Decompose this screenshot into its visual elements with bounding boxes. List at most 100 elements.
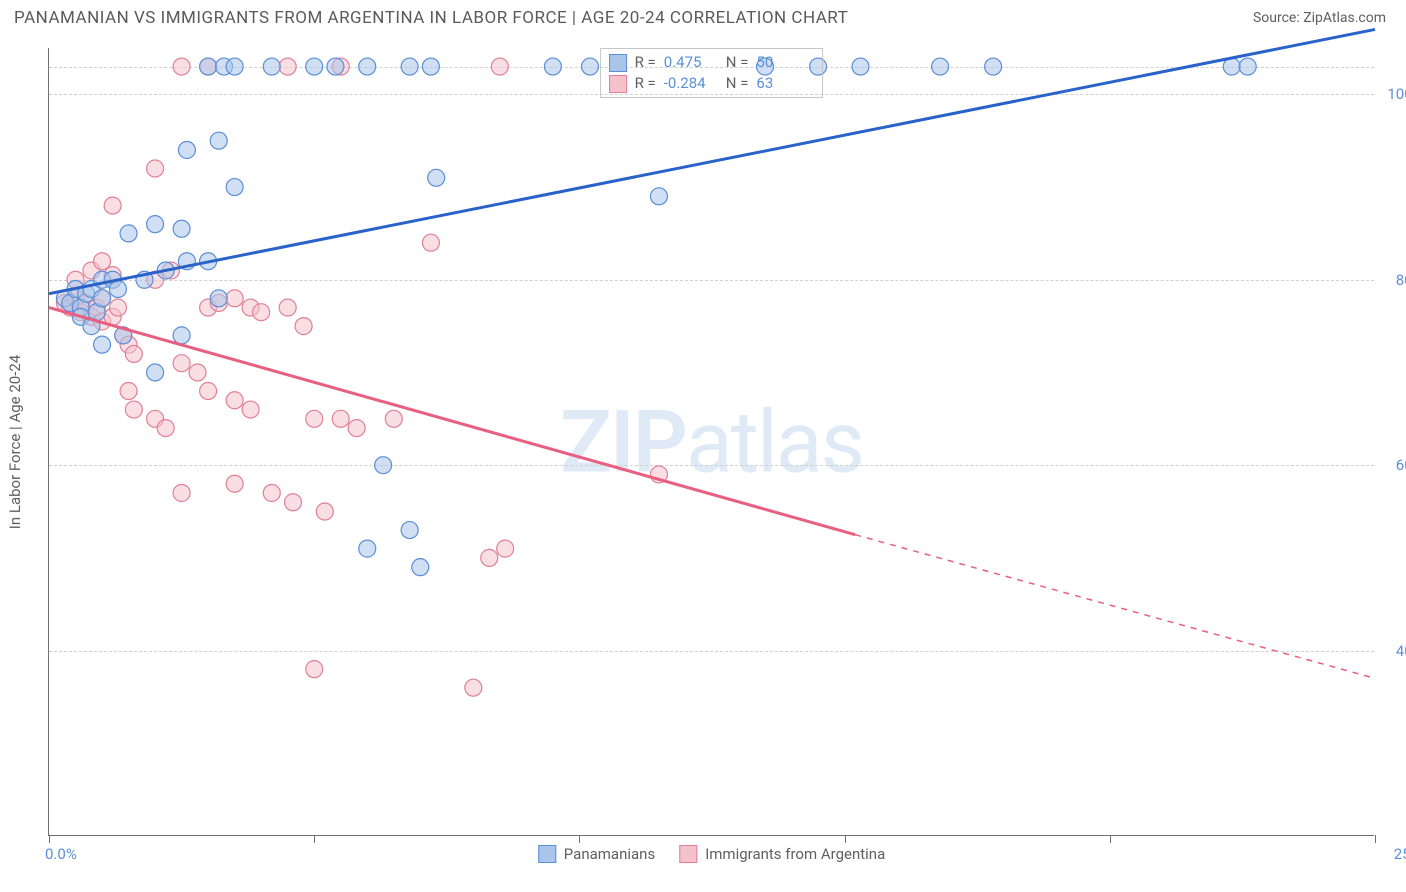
data-point: [157, 420, 174, 437]
y-axis-label: In Labor Force | Age 20-24: [6, 354, 24, 528]
data-point: [173, 484, 190, 501]
data-point: [125, 345, 142, 362]
n-value-a: 50: [756, 52, 810, 73]
data-point: [173, 220, 190, 237]
data-point: [226, 290, 243, 307]
data-point: [582, 58, 599, 75]
chart-title: PANAMANIAN VS IMMIGRANTS FROM ARGENTINA …: [14, 8, 848, 28]
scatter-plot-svg: [49, 48, 1374, 835]
data-point: [412, 559, 429, 576]
data-point: [295, 318, 312, 335]
y-tick-label: 40.0%: [1396, 642, 1406, 660]
data-point: [327, 58, 344, 75]
data-point: [178, 141, 195, 158]
data-point: [242, 401, 259, 418]
plot-area: In Labor Force | Age 20-24 ZIPatlas 40.0…: [48, 48, 1374, 836]
data-point: [226, 58, 243, 75]
data-point: [120, 225, 137, 242]
data-point: [306, 410, 323, 427]
data-point: [210, 290, 227, 307]
stats-row-series-a: R = 0.475 N = 50: [609, 52, 811, 73]
data-point: [497, 540, 514, 557]
data-point: [109, 299, 126, 316]
data-point: [173, 355, 190, 372]
r-label: R =: [635, 52, 656, 73]
n-label: N =: [726, 73, 749, 94]
n-value-b: 63: [756, 73, 810, 94]
x-tick: [579, 835, 580, 843]
data-point: [359, 540, 376, 557]
data-point: [422, 234, 439, 251]
data-point: [544, 58, 561, 75]
legend-item-b: Immigrants from Argentina: [679, 845, 885, 863]
data-point: [852, 58, 869, 75]
x-tick: [1110, 835, 1111, 843]
y-tick-label: 100.0%: [1387, 85, 1406, 103]
legend-label-a: Panamanians: [564, 845, 655, 863]
data-point: [481, 549, 498, 566]
data-point: [147, 216, 164, 233]
data-point: [375, 457, 392, 474]
data-point: [125, 401, 142, 418]
x-axis-max-label: 25.0%: [1394, 845, 1406, 863]
data-point: [147, 160, 164, 177]
data-point: [173, 327, 190, 344]
correlation-stats-box: R = 0.475 N = 50 R = -0.284 N = 63: [600, 48, 824, 98]
legend-swatch-b: [679, 845, 697, 863]
data-point: [422, 58, 439, 75]
data-point: [650, 188, 667, 205]
r-value-b: -0.284: [664, 73, 718, 94]
swatch-series-b: [609, 75, 627, 93]
data-point: [189, 364, 206, 381]
data-point: [385, 410, 402, 427]
data-point: [491, 58, 508, 75]
data-point: [147, 364, 164, 381]
data-point: [359, 58, 376, 75]
data-point: [332, 410, 349, 427]
data-point: [279, 58, 296, 75]
r-value-a: 0.475: [664, 52, 718, 73]
data-point: [200, 58, 217, 75]
x-tick: [49, 835, 50, 843]
data-point: [279, 299, 296, 316]
legend-item-a: Panamanians: [538, 845, 655, 863]
legend-label-b: Immigrants from Argentina: [705, 845, 885, 863]
x-tick: [314, 835, 315, 843]
y-tick-label: 80.0%: [1396, 271, 1406, 289]
data-point: [428, 169, 445, 186]
legend: Panamanians Immigrants from Argentina: [538, 845, 885, 863]
data-point: [1239, 58, 1256, 75]
x-axis-min-label: 0.0%: [45, 845, 77, 863]
x-tick: [845, 835, 846, 843]
source-attribution: Source: ZipAtlas.com: [1253, 10, 1386, 26]
data-point: [284, 494, 301, 511]
data-point: [94, 290, 111, 307]
data-point: [210, 132, 227, 149]
data-point: [94, 253, 111, 270]
trend-line: [855, 535, 1375, 679]
data-point: [316, 503, 333, 520]
data-point: [306, 58, 323, 75]
data-point: [401, 58, 418, 75]
legend-swatch-a: [538, 845, 556, 863]
y-tick-label: 60.0%: [1396, 456, 1406, 474]
data-point: [465, 679, 482, 696]
data-point: [263, 484, 280, 501]
r-label: R =: [635, 73, 656, 94]
chart-container: In Labor Force | Age 20-24 ZIPatlas 40.0…: [48, 48, 1374, 836]
x-tick: [1375, 835, 1376, 843]
n-label: N =: [726, 52, 749, 73]
data-point: [348, 420, 365, 437]
data-point: [226, 475, 243, 492]
stats-row-series-b: R = -0.284 N = 63: [609, 73, 811, 94]
data-point: [401, 522, 418, 539]
data-point: [985, 58, 1002, 75]
swatch-series-a: [609, 54, 627, 72]
data-point: [253, 304, 270, 321]
data-point: [263, 58, 280, 75]
data-point: [173, 58, 190, 75]
data-point: [200, 383, 217, 400]
data-point: [104, 197, 121, 214]
data-point: [109, 281, 126, 298]
data-point: [94, 336, 111, 353]
